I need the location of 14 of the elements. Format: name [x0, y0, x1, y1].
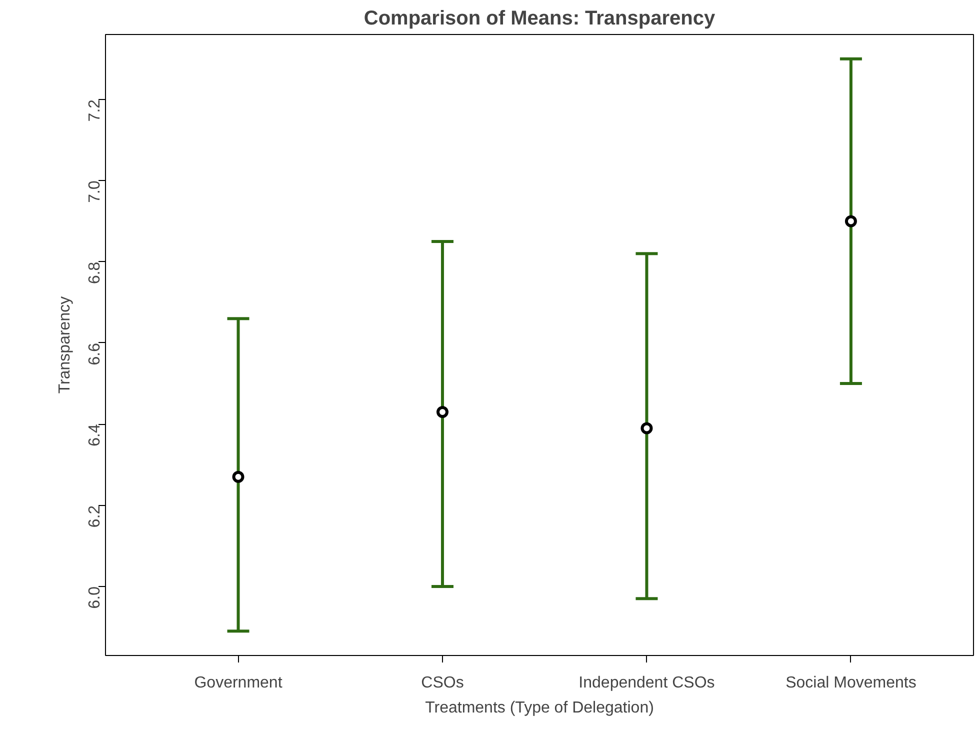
- y-tick-label: 6.6: [86, 342, 104, 366]
- y-tick-label: 7.2: [86, 99, 104, 122]
- y-tick-label: 6.0: [86, 586, 104, 609]
- y-tick-label: 6.4: [86, 424, 104, 446]
- y-tick-label: 6.2: [86, 505, 104, 528]
- x-tick-label: Government: [194, 674, 283, 692]
- x-tick-label: Independent CSOs: [578, 674, 715, 692]
- x-axis-title: Treatments (Type of Delegation): [425, 700, 654, 716]
- y-tick-label: 6.8: [86, 262, 104, 284]
- y-axis-title: Transparency: [56, 296, 74, 394]
- x-tick-label: Social Movements: [786, 674, 916, 692]
- y-tick-label: 7.0: [86, 180, 104, 203]
- chart-title: Comparison of Means: Transparency: [364, 8, 716, 30]
- x-tick-label: CSOs: [421, 674, 464, 692]
